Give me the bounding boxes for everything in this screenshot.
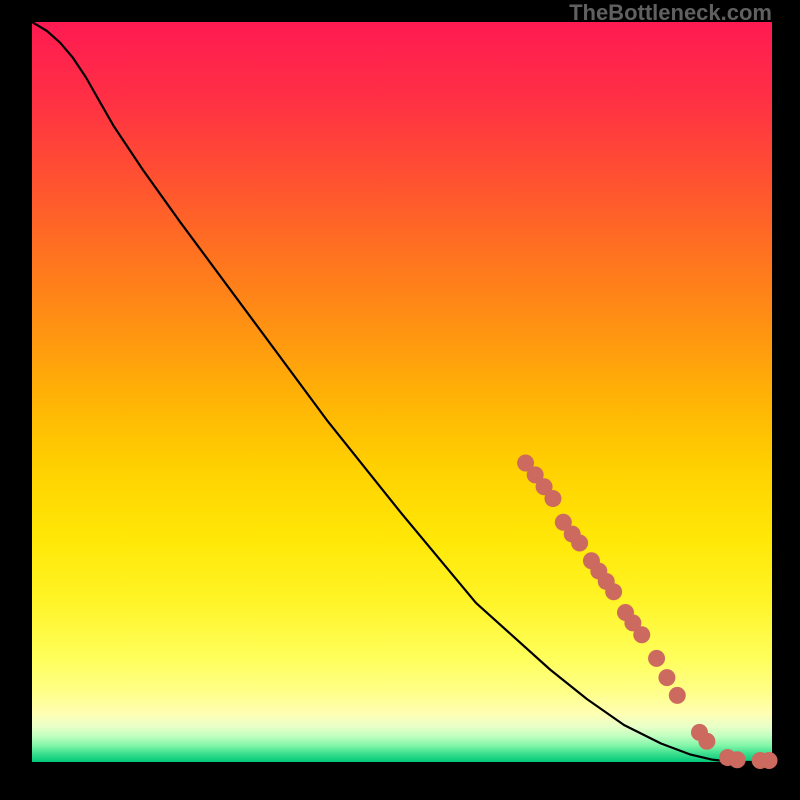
data-marker xyxy=(571,534,588,551)
data-marker xyxy=(544,490,561,507)
chart-svg xyxy=(0,0,800,800)
plot-background xyxy=(32,22,772,762)
data-marker xyxy=(658,669,675,686)
data-marker xyxy=(633,626,650,643)
data-marker xyxy=(648,650,665,667)
watermark-text: TheBottleneck.com xyxy=(569,0,772,26)
data-marker xyxy=(669,687,686,704)
data-marker xyxy=(698,733,715,750)
data-marker xyxy=(761,752,778,769)
data-marker xyxy=(605,583,622,600)
chart-container: TheBottleneck.com xyxy=(0,0,800,800)
data-marker xyxy=(729,751,746,768)
